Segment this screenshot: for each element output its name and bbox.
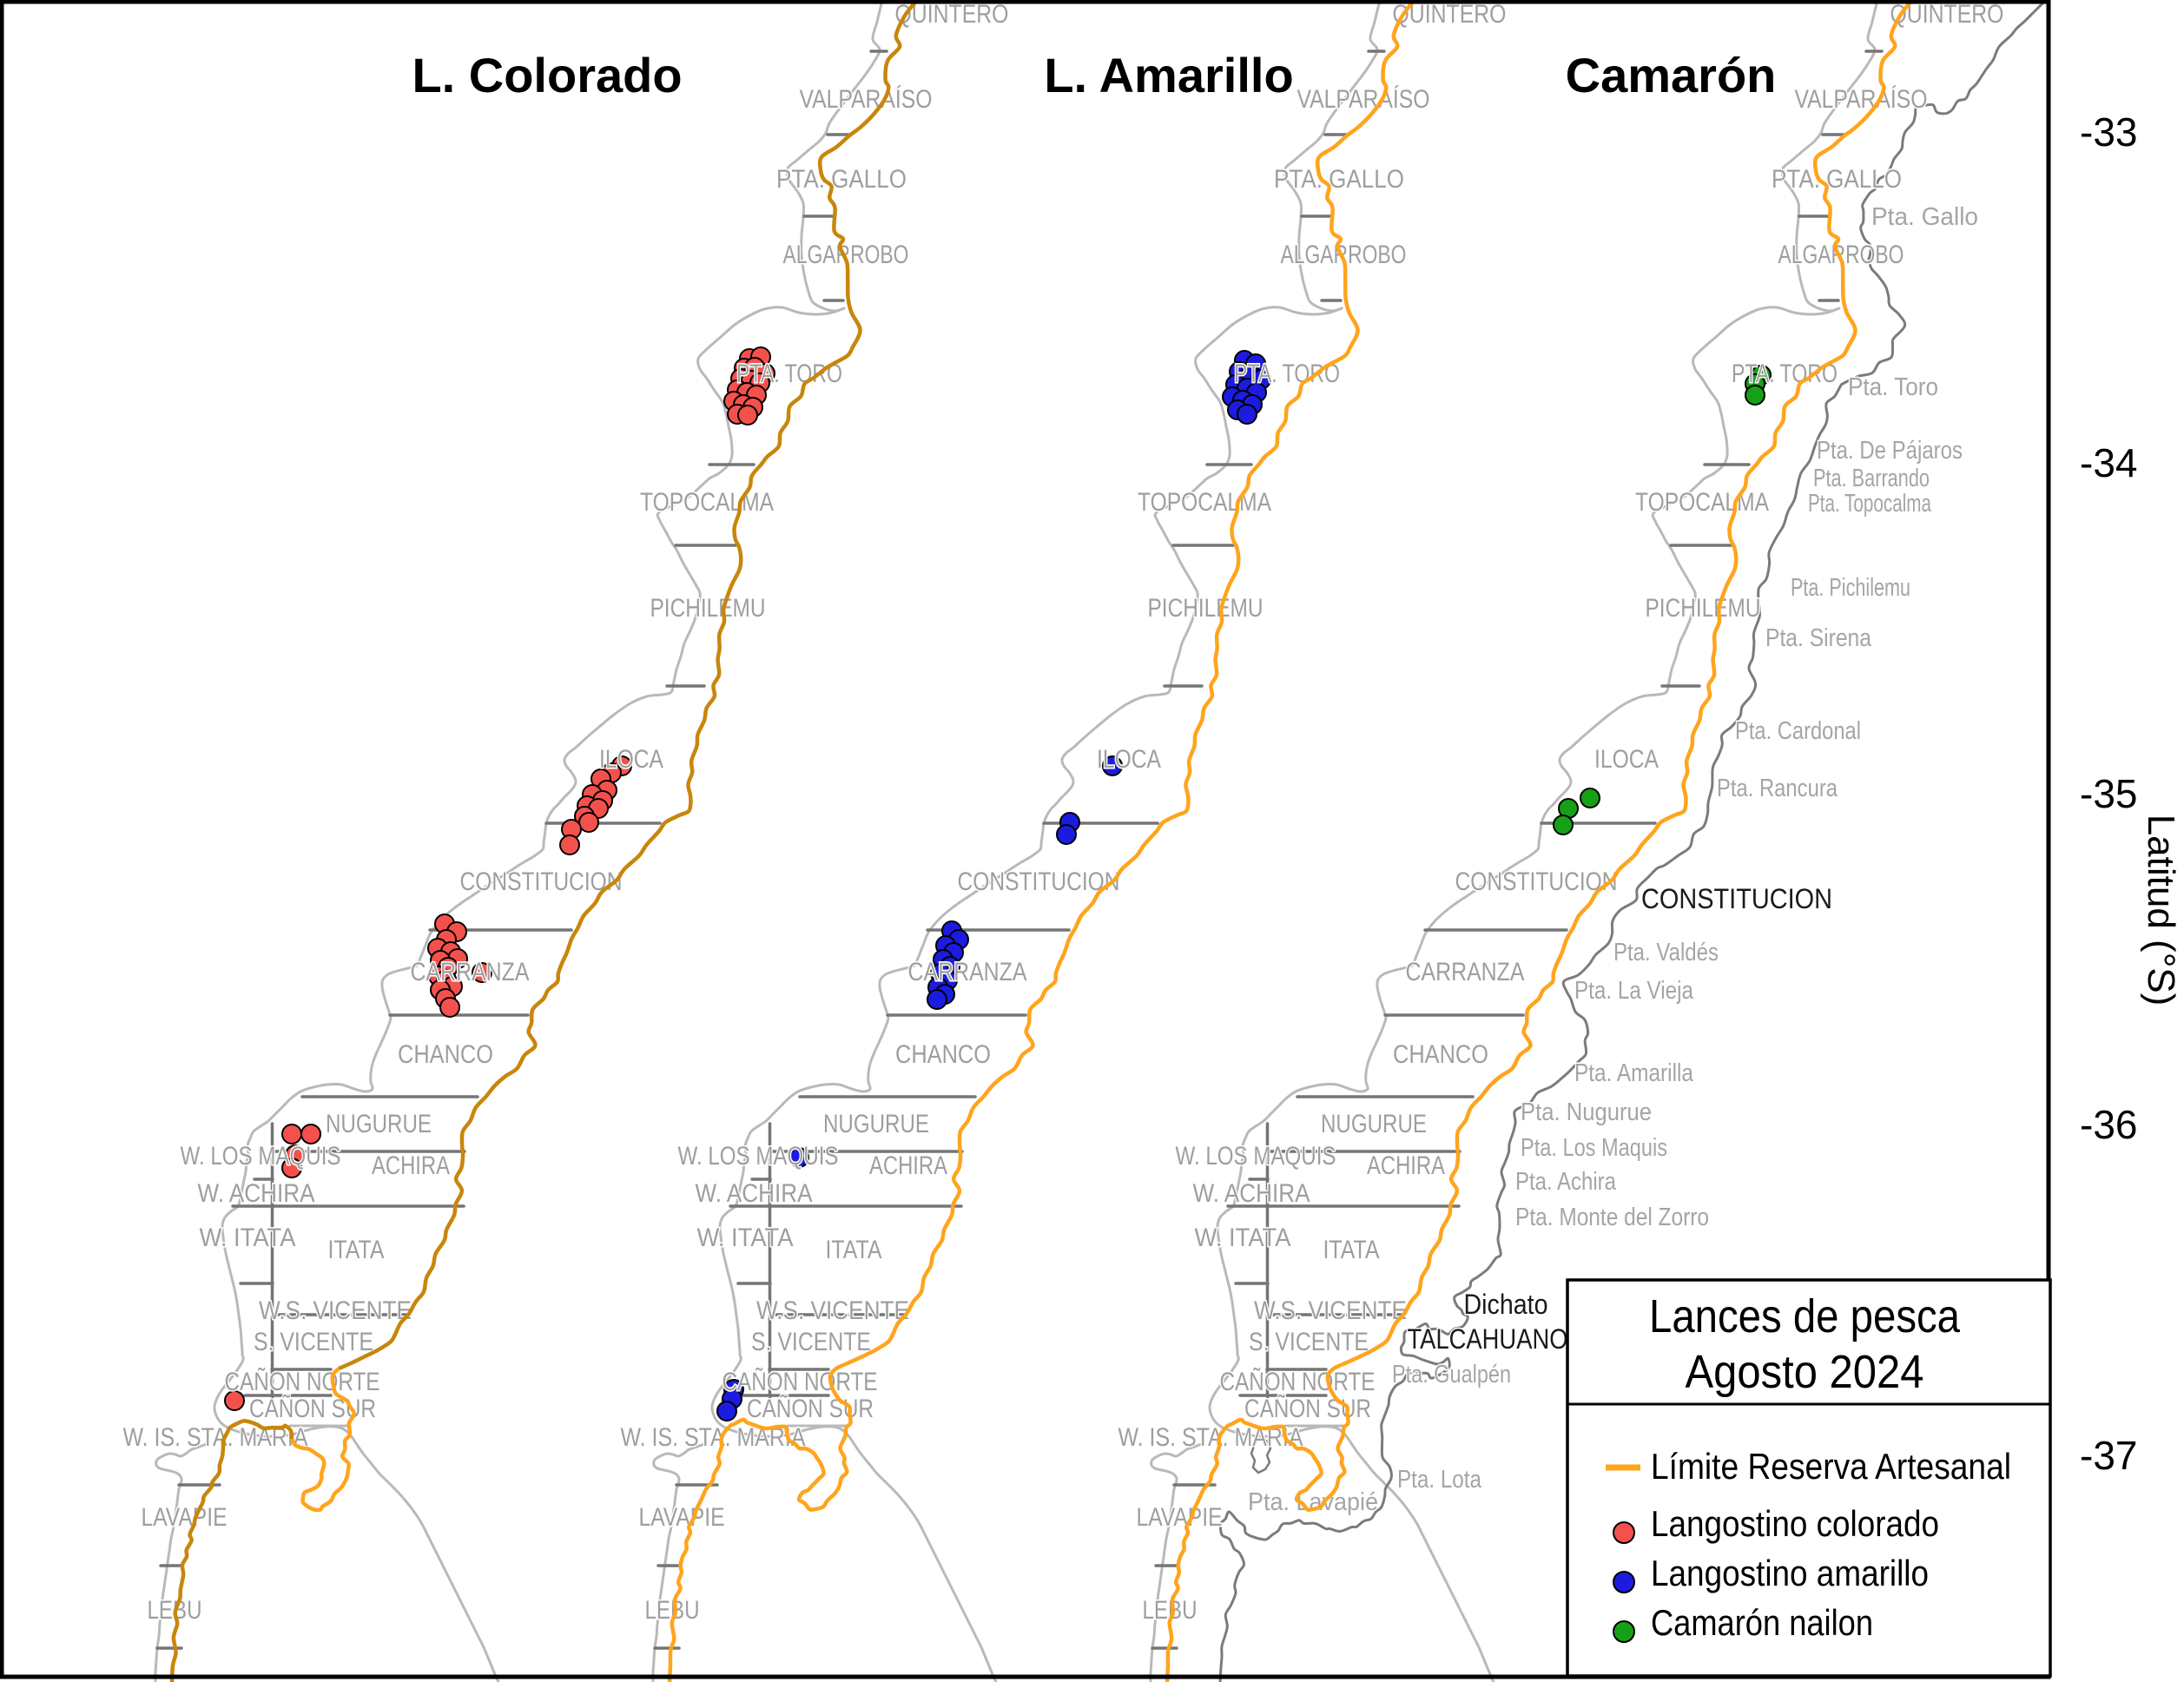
svg-text:Pta. Los Maquis: Pta. Los Maquis [1521, 1134, 1667, 1162]
svg-text:Pta. Sirena: Pta. Sirena [1765, 624, 1872, 652]
svg-text:Lances de pesca: Lances de pesca [1649, 1290, 1961, 1342]
svg-text:Langostino colorado: Langostino colorado [1651, 1503, 1939, 1544]
svg-text:-33: -33 [2080, 109, 2137, 155]
svg-text:Pta. Achira: Pta. Achira [1515, 1168, 1617, 1196]
svg-text:Pta. Nugurue: Pta. Nugurue [1521, 1098, 1652, 1126]
svg-text:-34: -34 [2080, 440, 2137, 485]
svg-text:Pta. Rancura: Pta. Rancura [1717, 775, 1838, 802]
svg-text:Camarón: Camarón [1566, 48, 1777, 102]
svg-text:Pta. Gallo: Pta. Gallo [1871, 203, 1978, 231]
svg-text:CONSTITUCION: CONSTITUCION [1641, 883, 1832, 914]
svg-text:Pta. Gualpén: Pta. Gualpén [1392, 1361, 1511, 1388]
svg-text:Límite Reserva Artesanal: Límite Reserva Artesanal [1651, 1446, 2011, 1487]
svg-text:Pta. Topocalma: Pta. Topocalma [1808, 490, 1932, 518]
svg-text:Pta. Monte del Zorro: Pta. Monte del Zorro [1515, 1204, 1709, 1231]
svg-text:TALCAHUANO: TALCAHUANO [1408, 1323, 1568, 1355]
svg-text:Agosto 2024: Agosto 2024 [1686, 1346, 1924, 1398]
svg-text:-37: -37 [2080, 1433, 2137, 1478]
svg-text:-36: -36 [2080, 1102, 2137, 1147]
svg-text:Camarón nailon: Camarón nailon [1651, 1602, 1873, 1643]
svg-text:Langostino amarillo: Langostino amarillo [1651, 1553, 1929, 1593]
svg-text:Pta. Valdés: Pta. Valdés [1613, 939, 1719, 966]
svg-text:Pta. De Pájaros: Pta. De Pájaros [1817, 437, 1963, 465]
svg-text:L. Colorado: L. Colorado [412, 48, 682, 102]
svg-text:Pta. Lota: Pta. Lota [1397, 1466, 1482, 1494]
svg-text:Dichato: Dichato [1464, 1289, 1548, 1320]
svg-text:-35: -35 [2080, 771, 2137, 816]
svg-text:Pta. Toro: Pta. Toro [1848, 373, 1938, 401]
svg-text:Pta. Pichilemu: Pta. Pichilemu [1791, 574, 1910, 602]
svg-text:Pta. Lavapié: Pta. Lavapié [1248, 1488, 1378, 1516]
svg-text:Pta. Amarilla: Pta. Amarilla [1574, 1059, 1694, 1087]
svg-text:Pta. Barrando: Pta. Barrando [1813, 465, 1930, 492]
svg-text:Pta. Cardonal: Pta. Cardonal [1735, 717, 1861, 745]
svg-text:Pta. La Vieja: Pta. La Vieja [1574, 977, 1694, 1005]
svg-text:L. Amarillo: L. Amarillo [1044, 48, 1293, 102]
svg-text:Latitud (°S): Latitud (°S) [2140, 815, 2182, 1006]
